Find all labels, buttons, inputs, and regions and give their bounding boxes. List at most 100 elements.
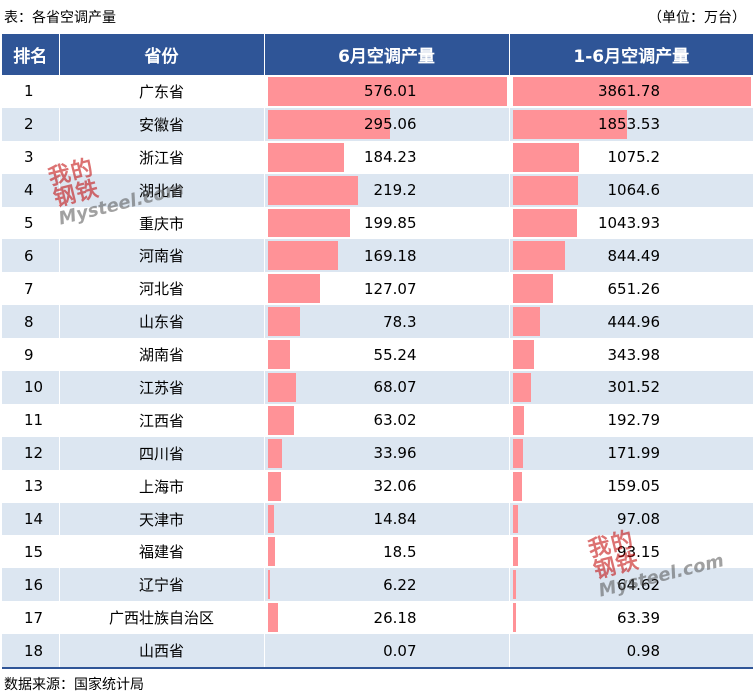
june-bar	[267, 175, 359, 205]
june-cell: 33.96	[264, 436, 510, 470]
table-row: 16 辽宁省 6.22 64.62	[2, 568, 753, 602]
rank-cell: 1	[2, 75, 60, 108]
province-cell: 天津市	[59, 502, 265, 536]
province-cell: 四川省	[59, 436, 265, 470]
rank-cell: 10	[2, 371, 60, 404]
table-row: 18 山西省 0.07 0.98	[2, 634, 753, 670]
june-value: 68.07	[373, 378, 417, 397]
june-bar	[267, 142, 344, 172]
province-cell: 广东省	[59, 75, 265, 108]
june-value: 576.01	[364, 82, 417, 101]
table-row: 15 福建省 18.5 93.15	[2, 535, 753, 569]
province-cell: 安徽省	[59, 107, 265, 141]
table-row: 13 上海市 32.06 159.05	[2, 469, 753, 503]
june-bar	[267, 340, 291, 370]
ytd-value: 63.39	[617, 608, 660, 627]
rank-cell: 9	[2, 338, 60, 372]
june-cell: 32.06	[264, 469, 510, 503]
ytd-bar	[512, 307, 540, 337]
ytd-value: 159.05	[607, 477, 661, 496]
ytd-value: 301.52	[607, 378, 661, 397]
rank-cell: 3	[2, 140, 60, 174]
ytd-bar	[512, 340, 534, 370]
province-cell: 江西省	[59, 403, 265, 437]
ytd-value: 444.96	[607, 312, 661, 331]
june-value: 78.3	[383, 312, 417, 331]
province-cell: 湖南省	[59, 338, 265, 372]
ytd-bar	[512, 537, 519, 567]
june-value: 26.18	[373, 608, 417, 627]
table-row: 10 江苏省 68.07 301.52	[2, 371, 753, 404]
ytd-bar	[512, 438, 524, 468]
june-value: 18.5	[383, 542, 417, 561]
province-cell: 福建省	[59, 535, 265, 569]
table-row: 14 天津市 14.84 97.08	[2, 502, 753, 536]
header-ytd: 1-6月空调产量	[509, 34, 753, 75]
province-cell: 山西省	[59, 634, 265, 670]
june-bar	[267, 570, 271, 600]
june-cell: 199.85	[264, 206, 510, 240]
ytd-bar	[512, 208, 577, 238]
ytd-cell: 1043.93	[509, 206, 753, 240]
province-cell: 湖北省	[59, 173, 265, 207]
province-cell: 山东省	[59, 305, 265, 339]
ytd-bar	[512, 77, 751, 106]
province-cell: 辽宁省	[59, 568, 265, 602]
province-cell: 广西壮族自治区	[59, 601, 265, 635]
table-row: 9 湖南省 55.24 343.98	[2, 338, 753, 372]
table-row: 5 重庆市 199.85 1043.93	[2, 206, 753, 240]
data-table: 排名 省份 6月空调产量 1-6月空调产量 1 广东省 576.01 3861.78 2…	[2, 34, 753, 670]
table-row: 6 河南省 169.18 844.49	[2, 239, 753, 273]
ytd-cell: 64.62	[509, 568, 753, 602]
rank-cell: 8	[2, 305, 60, 339]
june-bar	[267, 405, 294, 435]
ytd-cell: 844.49	[509, 239, 753, 273]
rank-cell: 14	[2, 502, 60, 536]
header-rank: 排名	[2, 34, 60, 75]
june-cell: 576.01	[264, 75, 510, 108]
ytd-bar	[512, 109, 627, 139]
rank-cell: 15	[2, 535, 60, 569]
header-june: 6月空调产量	[264, 34, 510, 75]
june-value: 295.06	[364, 115, 417, 134]
table-row: 4 湖北省 219.2 1064.6	[2, 173, 753, 207]
june-bar	[267, 77, 507, 106]
table-row: 3 浙江省 184.23 1075.2	[2, 140, 753, 174]
table-row: 11 江西省 63.02 192.79	[2, 403, 753, 437]
june-cell: 26.18	[264, 601, 510, 635]
ytd-bar	[512, 471, 523, 501]
june-cell: 295.06	[264, 107, 510, 141]
june-value: 55.24	[373, 345, 417, 364]
table-body: 1 广东省 576.01 3861.78 2 安徽省 295.06 1853.53 3 浙江省 18…	[2, 75, 753, 670]
ytd-value: 651.26	[607, 279, 661, 298]
june-value: 199.85	[364, 214, 417, 232]
june-cell: 18.5	[264, 535, 510, 569]
ytd-cell: 192.79	[509, 403, 753, 437]
june-bar	[267, 241, 338, 271]
ytd-value: 1853.53	[597, 115, 660, 134]
june-cell: 184.23	[264, 140, 510, 174]
ytd-value: 1043.93	[597, 214, 660, 232]
rank-cell: 16	[2, 568, 60, 602]
june-cell: 6.22	[264, 568, 510, 602]
ytd-cell: 343.98	[509, 338, 753, 372]
rank-cell: 11	[2, 403, 60, 437]
june-cell: 14.84	[264, 502, 510, 536]
table-row: 12 四川省 33.96 171.99	[2, 436, 753, 470]
ytd-cell: 93.15	[509, 535, 753, 569]
june-value: 33.96	[373, 444, 417, 463]
ytd-value: 844.49	[607, 246, 661, 265]
ytd-cell: 0.98	[509, 634, 753, 670]
table-row: 1 广东省 576.01 3861.78	[2, 75, 753, 108]
ytd-bar	[512, 274, 553, 304]
table-row: 7 河北省 127.07 651.26	[2, 272, 753, 306]
ytd-value: 97.08	[617, 510, 660, 529]
rank-cell: 2	[2, 107, 60, 141]
province-cell: 江苏省	[59, 371, 265, 404]
june-cell: 169.18	[264, 239, 510, 273]
province-cell: 上海市	[59, 469, 265, 503]
june-bar	[267, 603, 279, 633]
ytd-cell: 1853.53	[509, 107, 753, 141]
ytd-bar	[512, 241, 565, 271]
table-caption: 表：各省空调产量	[4, 10, 116, 26]
